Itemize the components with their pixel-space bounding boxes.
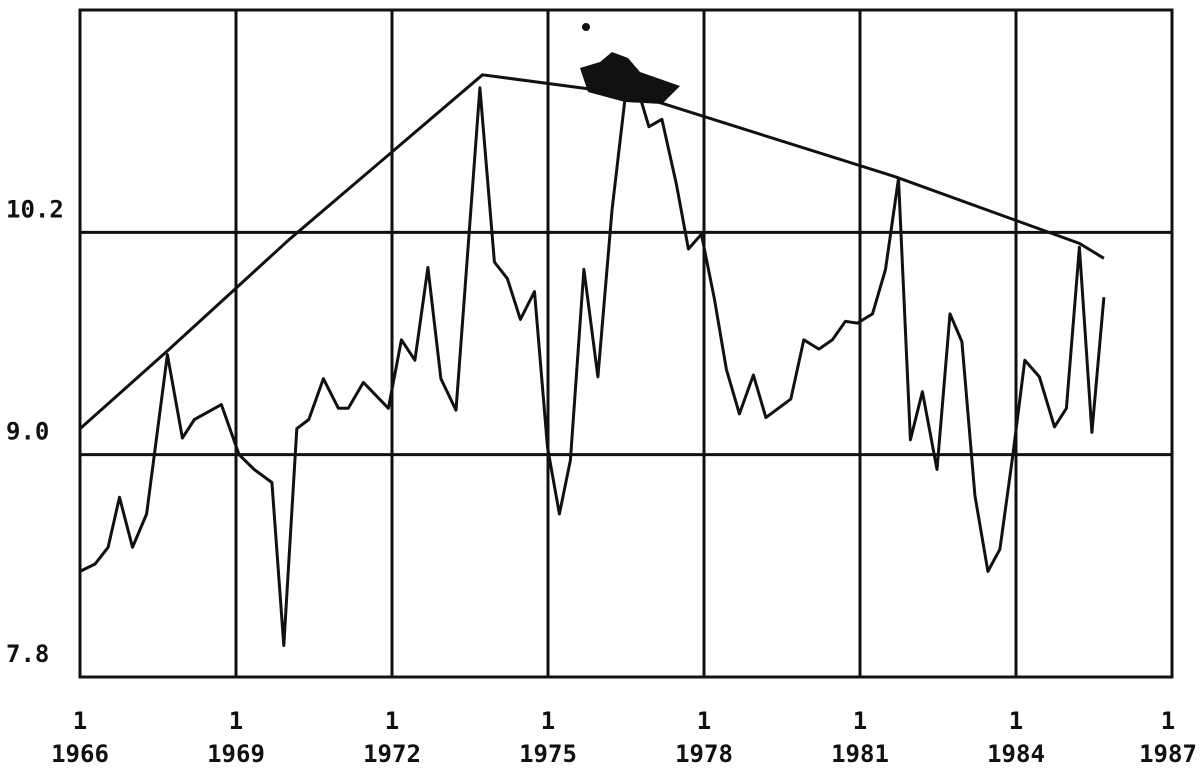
y-tick-label: 7.8 <box>6 640 49 668</box>
x-tick-label: 1972 <box>363 740 421 768</box>
page: {"chart_data": { "type": "line", "xlim":… <box>0 0 1200 775</box>
line-series <box>80 88 1104 646</box>
x-tick-label: 1987 <box>1139 740 1197 768</box>
plot-frame <box>80 10 1172 677</box>
x-tick-label: 1 <box>229 707 243 735</box>
x-tick-label: 1 <box>697 707 711 735</box>
x-tick-label: 1 <box>541 707 555 735</box>
line-series <box>80 75 1104 429</box>
x-tick-label: 1984 <box>987 740 1045 768</box>
x-tick-label: 1978 <box>675 740 733 768</box>
x-tick-label: 1 <box>1161 707 1175 735</box>
x-tick-label: 1981 <box>831 740 889 768</box>
x-tick-label: 1975 <box>519 740 577 768</box>
y-tick-label: 10.2 <box>6 195 64 223</box>
chart: 7.8 9.0 10.2 1 1966 1 1969 1 1972 1 1975 1 1978 1 1981… <box>0 0 1200 775</box>
doodle-dot <box>582 23 590 31</box>
x-tick-label: 1966 <box>51 740 109 768</box>
x-tick-label: 1969 <box>207 740 265 768</box>
x-tick-label: 1 <box>73 707 87 735</box>
x-tick-label: 1 <box>385 707 399 735</box>
x-tick-label: 1 <box>853 707 867 735</box>
y-tick-label: 9.0 <box>6 418 49 446</box>
x-tick-label: 1 <box>1009 707 1023 735</box>
